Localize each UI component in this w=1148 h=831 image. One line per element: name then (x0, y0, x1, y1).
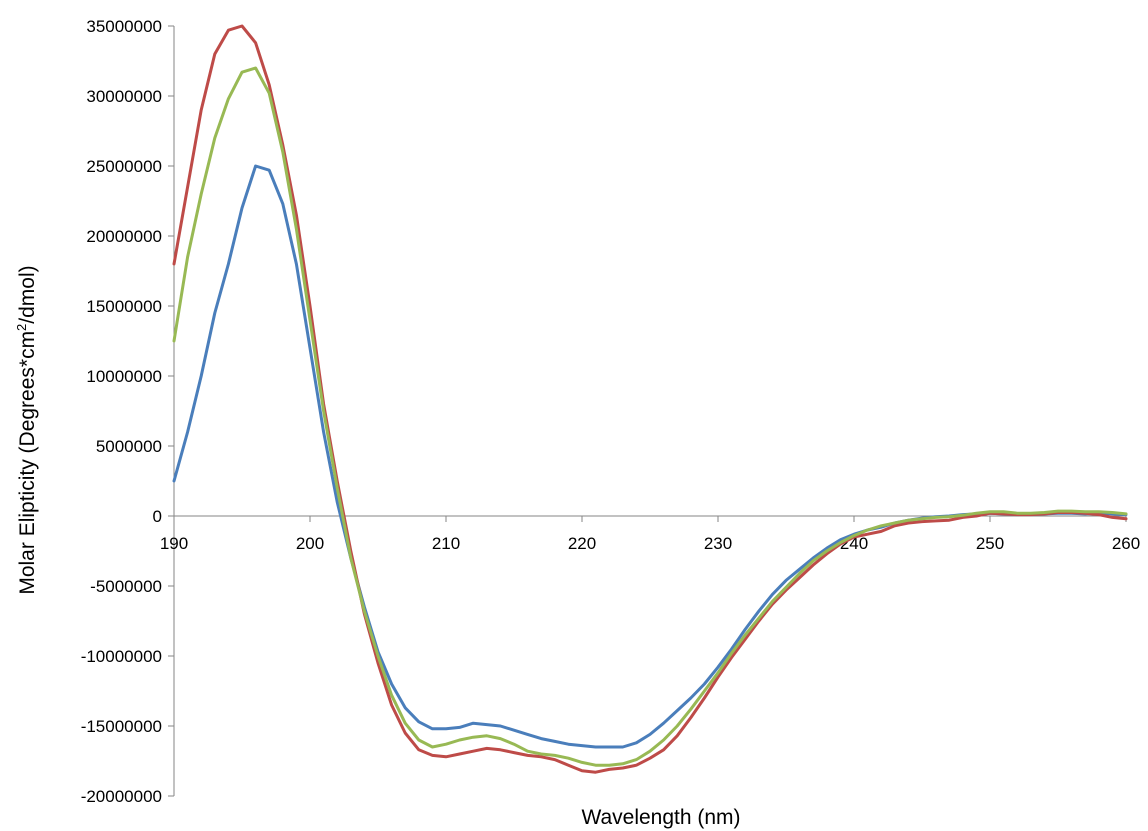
y-tick-label: 35000000 (86, 17, 162, 36)
x-axis-title: Wavelength (nm) (581, 806, 740, 829)
y-tick-label: 25000000 (86, 157, 162, 176)
y-tick-label: -20000000 (81, 787, 162, 806)
series-line-3 (172, 66, 1128, 767)
x-tick-label: 230 (704, 534, 732, 553)
y-tick-label: -10000000 (81, 647, 162, 666)
x-tick-label: 200 (296, 534, 324, 553)
y-tick-label: -15000000 (81, 717, 162, 736)
series-lines (172, 24, 1128, 774)
y-axis-title-suffix: /dmol) (16, 265, 39, 323)
x-tick-label: 190 (160, 534, 188, 553)
y-tick-label: 5000000 (96, 437, 162, 456)
y-axis-title-main: Molar Elipticity (Degrees*cm (16, 331, 39, 595)
y-tick-label: 15000000 (86, 297, 162, 316)
y-tick-label: 10000000 (86, 367, 162, 386)
y-axis-title: Molar Elipticity (Degrees*cm2/dmol) (14, 265, 39, 594)
series-line-1 (172, 164, 1128, 749)
y-axis: 35000000 30000000 25000000 20000000 15000000… (81, 17, 175, 806)
y-tick-label: -5000000 (90, 577, 162, 596)
x-tick-label: 250 (976, 534, 1004, 553)
y-axis-title-superscript: 2 (14, 324, 29, 331)
y-tick-label: 30000000 (86, 87, 162, 106)
x-tick-label: 210 (432, 534, 460, 553)
x-tick-label: 260 (1112, 534, 1140, 553)
y-tick-label: 0 (153, 507, 162, 526)
y-tick-label: 20000000 (86, 227, 162, 246)
x-axis: 190 200 210 220 230 240 250 260 (160, 515, 1140, 553)
x-tick-label: 220 (568, 534, 596, 553)
